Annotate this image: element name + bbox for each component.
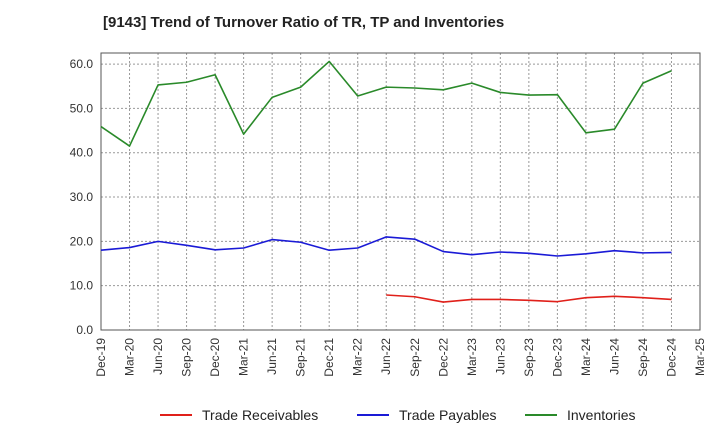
y-tick-label: 40.0: [70, 146, 94, 160]
series-lines: [100, 60, 672, 303]
x-tick-label: Jun-22: [379, 338, 393, 375]
y-tick-label: 50.0: [70, 101, 94, 115]
x-tick-label: Mar-23: [465, 338, 479, 376]
line-chart: 0.0 10.0 20.0 30.0 40.0 50.0 60.0 Dec-19 Mar-20…: [70, 52, 707, 377]
x-tick-label: Dec-23: [550, 338, 564, 377]
x-tick-label: Sep-20: [180, 338, 194, 377]
x-tick-label: Mar-25: [693, 338, 707, 376]
legend-swatch: [160, 414, 192, 416]
y-tick-label: 60.0: [70, 57, 94, 71]
x-tick-label: Jun-23: [493, 338, 507, 375]
y-tick-labels: 0.0 10.0 20.0 30.0 40.0 50.0 60.0: [70, 57, 94, 337]
legend-label: Inventories: [567, 407, 636, 423]
x-tick-label: Mar-22: [351, 338, 365, 376]
x-tick-label: Mar-24: [579, 338, 593, 376]
y-tick-label: 30.0: [70, 190, 94, 204]
x-tick-label: Dec-22: [436, 338, 450, 377]
x-tick-labels: Dec-19 Mar-20 Jun-20 Sep-20 Dec-20 Mar-21 Jun-…: [94, 338, 707, 377]
legend-label: Trade Payables: [399, 407, 497, 423]
plot-frame: [100, 52, 701, 331]
y-tick-label: 0.0: [76, 323, 93, 337]
x-tick-label: Jun-24: [607, 338, 621, 375]
legend-item-trade-payables: Trade Payables: [357, 404, 497, 426]
x-tick-label: Dec-21: [322, 338, 336, 377]
grid-lines: [101, 53, 700, 330]
x-tick-label: Jun-21: [265, 338, 279, 375]
legend-swatch: [525, 414, 557, 416]
x-tick-label: Sep-23: [522, 338, 536, 377]
y-tick-label: 10.0: [70, 279, 94, 293]
x-tick-label: Sep-22: [408, 338, 422, 377]
x-tick-label: Mar-20: [123, 338, 137, 376]
x-tick-label: Dec-20: [208, 338, 222, 377]
x-tick-label: Sep-21: [294, 338, 308, 377]
x-tick-label: Jun-20: [151, 338, 165, 375]
x-tick-label: Dec-19: [94, 338, 108, 377]
legend: Trade Receivables Trade Payables Inventori…: [0, 404, 720, 426]
legend-swatch: [357, 414, 389, 416]
series-line-trade-receivables: [386, 294, 672, 303]
x-tick-label: Sep-24: [636, 338, 650, 377]
x-tick-label: Dec-24: [664, 338, 678, 377]
y-tick-label: 20.0: [70, 234, 94, 248]
series-line-inventories: [100, 60, 672, 147]
legend-item-inventories: Inventories: [525, 404, 635, 426]
chart-title: [9143] Trend of Turnover Ratio of TR, TP…: [103, 14, 505, 31]
legend-label: Trade Receivables: [202, 407, 319, 423]
x-tick-label: Mar-21: [237, 338, 251, 376]
series-line-trade-payables: [100, 236, 672, 257]
legend-item-trade-receivables: Trade Receivables: [160, 404, 318, 426]
axes: [100, 52, 701, 331]
